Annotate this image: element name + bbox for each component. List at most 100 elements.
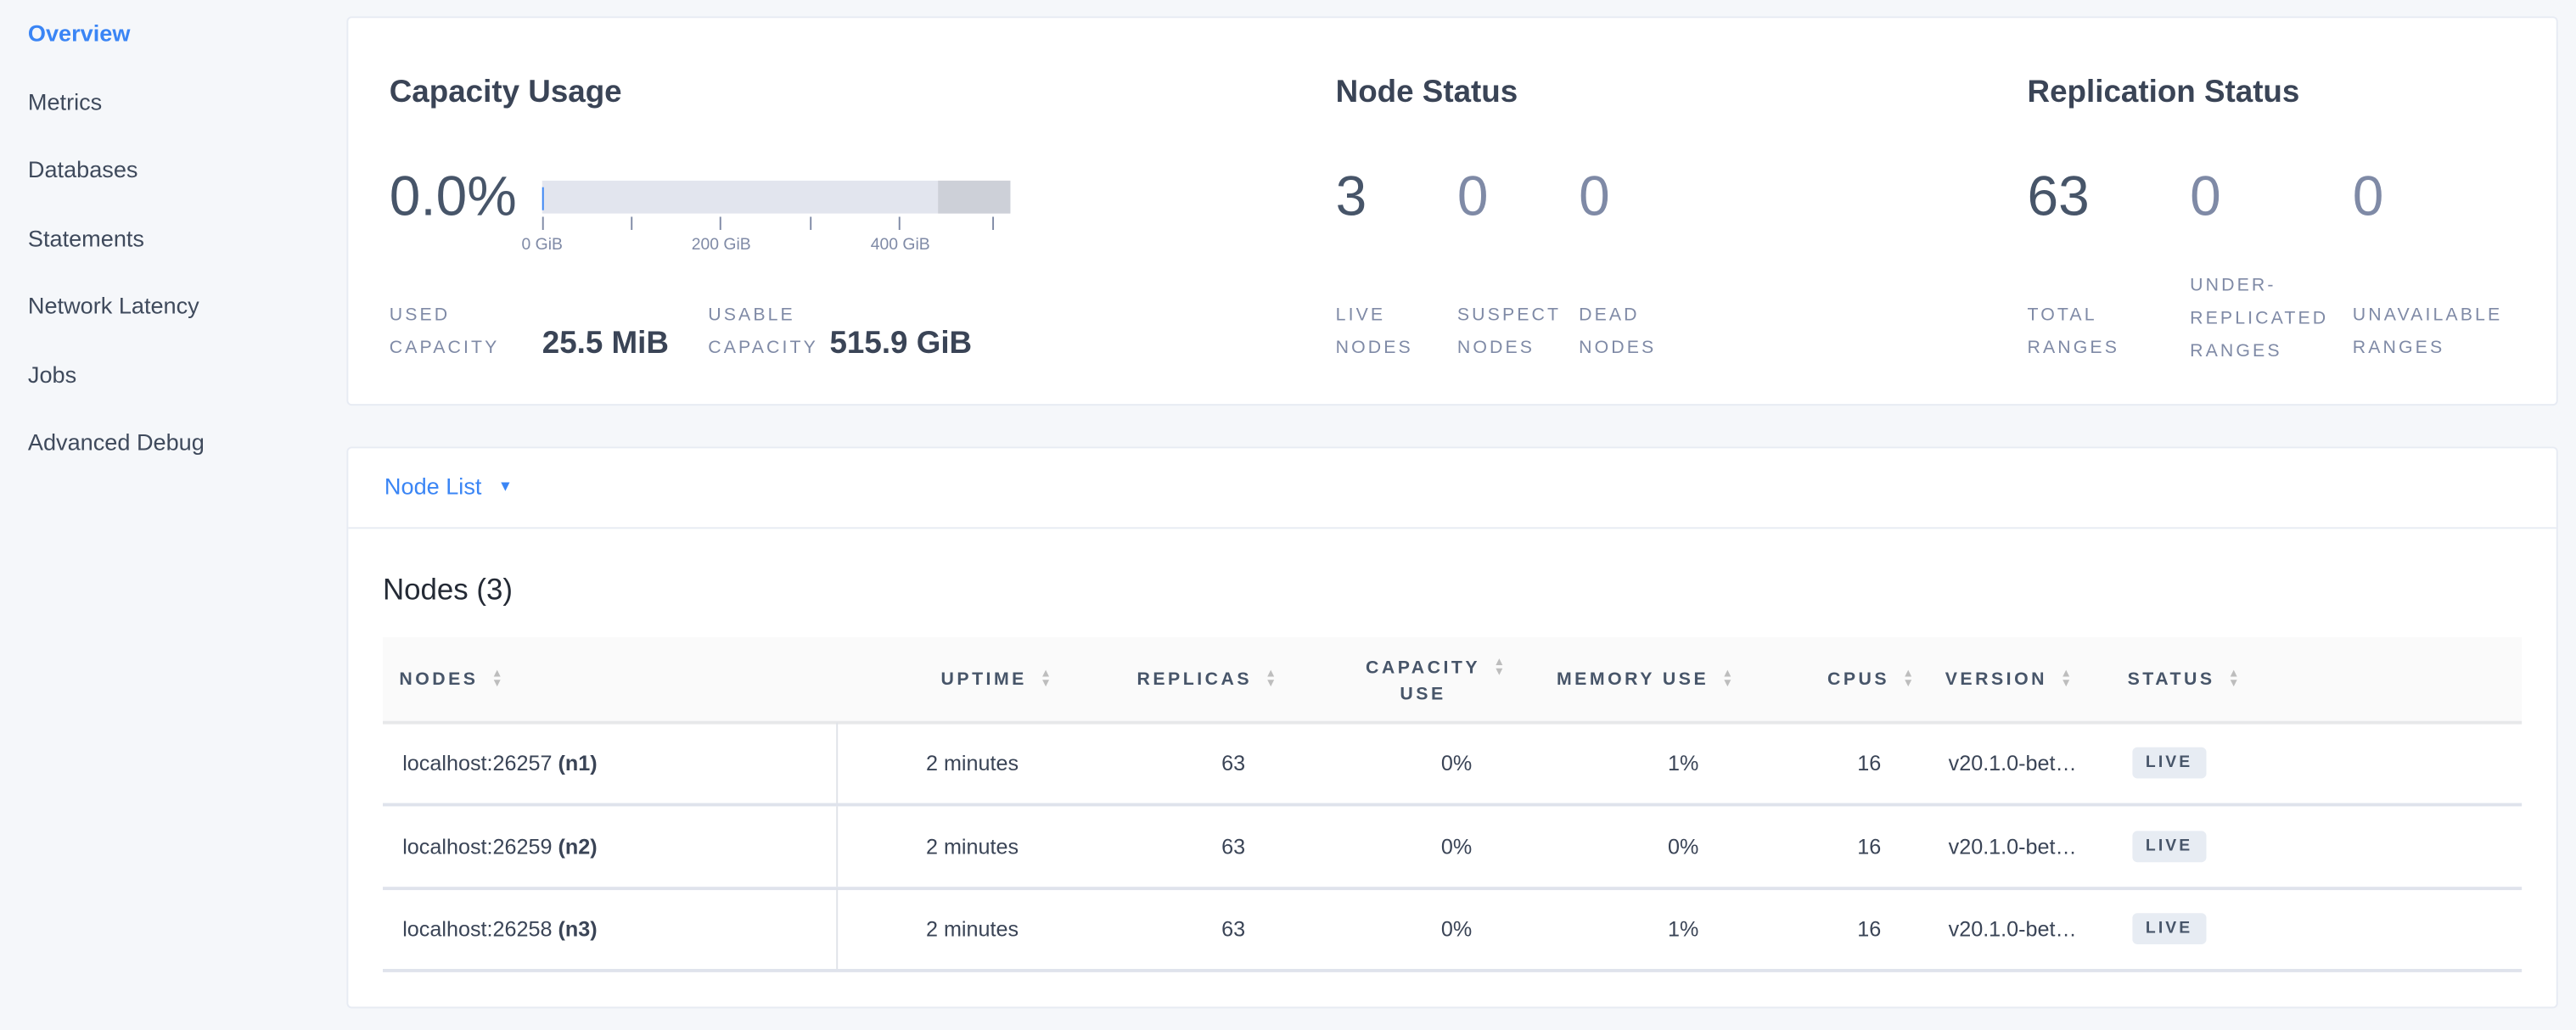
memory-cell: 1% [1668, 750, 1699, 775]
bar-tick [719, 216, 721, 230]
sidebar-item-advanced-debug[interactable]: Advanced Debug [27, 428, 205, 456]
node-id: (n2) [558, 833, 598, 859]
header-line: CAPACITY [1365, 658, 1481, 679]
unavailable-ranges-label: UNAVAILABLE RANGES [2353, 299, 2502, 364]
dropdown-label: Node List [384, 473, 482, 500]
usable-capacity-label: USABLE CAPACITY [708, 299, 818, 364]
usable-capacity-value: 515.9 GiB [829, 327, 973, 361]
column-divider [836, 722, 839, 803]
under-replicated-count: 0 [2190, 165, 2221, 229]
cpus-cell: 16 [1857, 750, 1882, 775]
bar-tick [898, 216, 901, 230]
bar-tick [542, 216, 544, 230]
bar-tick-label: 0 GiB [521, 236, 563, 255]
label-line: NODES [1579, 338, 1657, 358]
divider [348, 527, 2556, 529]
label-line: SUSPECT [1456, 305, 1562, 326]
replicas-cell: 63 [1221, 750, 1246, 775]
table-row[interactable]: localhost:26259 (n2) 2 minutes 63 0% 0% 16 v20… [382, 805, 2523, 890]
sidebar-item-databases[interactable]: Databases [27, 155, 138, 182]
column-divider [836, 805, 839, 887]
label-line: RANGES [2352, 338, 2445, 358]
cpus-cell: 16 [1857, 916, 1882, 942]
node-cell[interactable]: localhost:26258 (n3) [402, 888, 597, 969]
version-cell: v20.1.0-bet… [1948, 916, 2077, 942]
total-ranges-count: 63 [2027, 165, 2090, 229]
column-header-memory-use[interactable]: MEMORY USE ▲ ▼ [1557, 637, 1733, 721]
label-line: NODES [1456, 338, 1535, 358]
bar-tick [810, 216, 812, 230]
suspect-nodes-label: SUSPECT NODES [1457, 299, 1561, 364]
sort-icon: ▲ ▼ [2228, 667, 2240, 689]
node-id: (n3) [558, 916, 598, 942]
column-header-cpus[interactable]: CPUS ▲ ▼ [1827, 637, 1914, 721]
sidebar-item-network-latency[interactable]: Network Latency [27, 292, 199, 319]
version-cell: v20.1.0-bet… [1948, 833, 2077, 859]
capacity-cell: 0% [1440, 750, 1473, 775]
cpus-cell: 16 [1857, 833, 1882, 859]
table-row[interactable]: localhost:26257 (n1) 2 minutes 63 0% 1% 16 v20… [382, 722, 2523, 807]
dead-nodes-label: DEAD NODES [1579, 299, 1656, 364]
uptime-cell: 2 minutes [925, 916, 1019, 942]
used-capacity-value: 25.5 MiB [542, 327, 669, 361]
node-list-dropdown[interactable]: Node List ▼ [384, 473, 513, 499]
used-capacity-label: USED CAPACITY [390, 299, 500, 364]
column-header-replicas[interactable]: REPLICAS ▲ ▼ [1136, 637, 1276, 721]
sidebar-item-statements[interactable]: Statements [27, 225, 145, 252]
bar-tick [631, 216, 633, 230]
uptime-cell: 2 minutes [925, 833, 1019, 859]
label-line: CAPACITY [708, 338, 818, 358]
node-cell[interactable]: localhost:26259 (n2) [402, 805, 597, 886]
status-cell: LIVE [2132, 723, 2206, 803]
label-line: RANGES [2027, 338, 2120, 358]
sidebar-item-overview[interactable]: Overview [27, 20, 131, 47]
sort-icon: ▲ ▼ [1493, 657, 1506, 679]
node-host: localhost:26257 [402, 750, 553, 775]
sort-icon: ▲ ▼ [1721, 667, 1734, 689]
memory-cell: 1% [1668, 916, 1699, 942]
table-row[interactable]: localhost:26258 (n3) 2 minutes 63 0% 1% 16 v20… [382, 888, 2523, 972]
label-line: DEAD [1579, 305, 1640, 326]
memory-cell: 0% [1668, 833, 1699, 859]
table-header: NODES ▲ ▼ UPTIME ▲ ▼ REPLICAS ▲ ▼ CAPACITY USE ▲… [382, 637, 2523, 725]
header-line: USE [1400, 685, 1446, 705]
capacity-cell: 0% [1440, 833, 1473, 859]
column-divider [836, 888, 839, 970]
capacity-usage-title: Capacity Usage [389, 76, 622, 110]
sort-icon: ▲ ▼ [491, 667, 503, 689]
header-label: UPTIME [940, 669, 1027, 689]
sort-icon: ▲ ▼ [1265, 667, 1277, 689]
column-header-status[interactable]: STATUS ▲ ▼ [2128, 637, 2240, 721]
bar-tick [992, 216, 995, 230]
bar-tick-label: 400 GiB [870, 236, 930, 255]
node-cell[interactable]: localhost:26257 (n1) [402, 723, 597, 803]
bar-tick-label: 200 GiB [691, 236, 751, 255]
node-host: localhost:26259 [402, 833, 553, 859]
under-replicated-label: UNDER- REPLICATED RANGES [2190, 269, 2328, 367]
status-badge: LIVE [2132, 913, 2206, 944]
capacity-percent: 0.0% [389, 165, 517, 229]
label-line: LIVE [1335, 305, 1386, 326]
column-header-capacity-use[interactable]: CAPACITY USE ▲ ▼ [1366, 637, 1505, 721]
suspect-nodes-count: 0 [1456, 165, 1489, 229]
capacity-cell: 0% [1440, 916, 1473, 942]
live-nodes-count: 3 [1335, 165, 1367, 229]
label-line: UNAVAILABLE [2352, 305, 2503, 326]
column-header-uptime[interactable]: UPTIME ▲ ▼ [941, 637, 1052, 721]
column-header-nodes[interactable]: NODES ▲ ▼ [399, 637, 502, 721]
sidebar-item-jobs[interactable]: Jobs [27, 361, 77, 388]
version-cell: v20.1.0-bet… [1948, 750, 2077, 775]
replication-status-title: Replication Status [2027, 76, 2300, 110]
header-label: STATUS [2127, 669, 2215, 689]
replicas-cell: 63 [1221, 916, 1246, 942]
node-status-title: Node Status [1335, 76, 1518, 110]
label-line: CAPACITY [389, 338, 500, 358]
live-nodes-label: LIVE NODES [1336, 299, 1413, 364]
header-label: CPUS [1827, 669, 1890, 689]
sidebar-item-metrics[interactable]: Metrics [27, 88, 103, 115]
header-label: VERSION [1945, 669, 2047, 689]
column-header-version[interactable]: VERSION ▲ ▼ [1945, 637, 2072, 721]
label-line: UNDER- [2190, 276, 2276, 296]
header-label: CAPACITY USE [1366, 655, 1480, 708]
